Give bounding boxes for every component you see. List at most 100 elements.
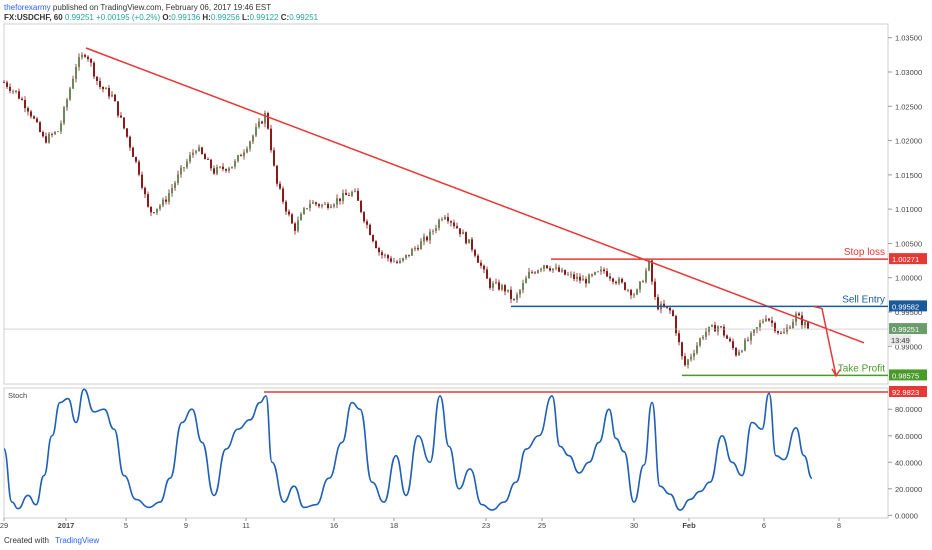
candle-body: [117, 101, 119, 116]
candle-body: [465, 232, 467, 244]
candle-body: [30, 111, 32, 117]
candle-body: [111, 94, 113, 97]
candle-body: [213, 168, 215, 174]
candle-body: [366, 221, 368, 225]
candle-body: [36, 118, 38, 123]
level-label: Stop loss: [844, 247, 885, 258]
time-tick-label: 30: [630, 521, 638, 530]
candle-body: [66, 99, 68, 108]
candle-body: [345, 192, 347, 196]
tradingview-link[interactable]: TradingView: [55, 536, 100, 545]
candle-body: [435, 228, 437, 231]
price-tick-label: 1.03000: [895, 68, 922, 77]
candle-body: [381, 252, 383, 256]
stoch-line: [3, 388, 813, 511]
candle-body: [411, 249, 413, 256]
candle-body: [309, 203, 311, 209]
candle-body: [774, 323, 776, 332]
candle-body: [573, 274, 575, 279]
candle-body: [138, 161, 140, 175]
candle-body: [780, 332, 782, 334]
published-text: published on TradingView.com, February 0…: [52, 3, 272, 12]
candle-body: [279, 183, 281, 189]
candle-body: [645, 270, 647, 282]
candle-body: [594, 272, 596, 275]
time-tick-label: 9: [184, 521, 188, 530]
current-price-badge: [889, 323, 927, 335]
candle-body: [762, 321, 764, 323]
candle-body: [78, 57, 80, 68]
stoch-level-value: 92.9823: [892, 388, 919, 397]
candle-body: [426, 236, 428, 241]
candle-body: [240, 155, 242, 157]
candle-body: [492, 283, 494, 288]
candle-body: [657, 297, 659, 310]
candle-body: [765, 318, 767, 322]
candle-body: [450, 221, 452, 223]
candle-body: [264, 113, 266, 124]
candle-body: [417, 247, 419, 250]
candle-body: [534, 272, 536, 274]
candle-body: [84, 54, 86, 57]
author-link[interactable]: theforexarmy: [4, 3, 51, 12]
candle-body: [621, 278, 623, 283]
candle-body: [72, 78, 74, 89]
candle-body: [114, 94, 116, 102]
candle-body: [747, 339, 749, 341]
candle-body: [456, 226, 458, 229]
candle-body: [351, 191, 353, 196]
high-label: H:: [202, 13, 211, 22]
candle-body: [123, 117, 125, 129]
candle-body: [405, 254, 407, 259]
candle-body: [531, 271, 533, 273]
price-tick-label: 0.99000: [895, 342, 922, 351]
candle-body: [561, 269, 563, 272]
level-label: Take Profit: [838, 363, 885, 374]
candle-body: [312, 202, 314, 204]
price-tick-label: 1.00000: [895, 274, 922, 283]
candle-body: [171, 187, 173, 194]
candle-body: [498, 282, 500, 290]
candle-body: [513, 299, 515, 300]
candle-body: [81, 54, 83, 58]
candle-body: [87, 56, 89, 60]
candle-body: [462, 232, 464, 235]
candle-body: [483, 265, 485, 270]
candle-body: [297, 220, 299, 231]
candle-body: [159, 205, 161, 209]
candle-body: [99, 80, 101, 87]
candle-body: [687, 359, 689, 366]
candle-body: [582, 279, 584, 281]
candle-body: [156, 208, 158, 213]
time-tick-label: 11: [242, 521, 250, 530]
candle-body: [180, 167, 182, 175]
candle-body: [27, 108, 29, 112]
candle-body: [777, 331, 779, 333]
candle-body: [570, 274, 572, 276]
candle-body: [408, 254, 410, 256]
candle-body: [753, 329, 755, 334]
close-label: C:: [280, 13, 290, 22]
candle-body: [597, 271, 599, 273]
candle-body: [267, 113, 269, 129]
price-tick-label: 0.99500: [895, 308, 922, 317]
candle-body: [453, 222, 455, 227]
candle-body: [201, 147, 203, 154]
candle-body: [468, 239, 470, 244]
stoch-title: Stoch: [8, 391, 27, 400]
candle-body: [357, 190, 359, 201]
open-label: O:: [162, 13, 172, 22]
countdown-badge: [889, 335, 911, 346]
stoch-tick-label: 0.0000: [895, 511, 918, 520]
candle-body: [528, 271, 530, 279]
candle-body: [477, 255, 479, 263]
candle-body: [696, 345, 698, 354]
candle-body: [336, 198, 338, 205]
projection-arrowhead: [831, 368, 841, 378]
candle-body: [429, 231, 431, 241]
candle-body: [771, 320, 773, 324]
candle-body: [237, 155, 239, 162]
candle-body: [399, 260, 401, 263]
candle-body: [18, 91, 20, 99]
